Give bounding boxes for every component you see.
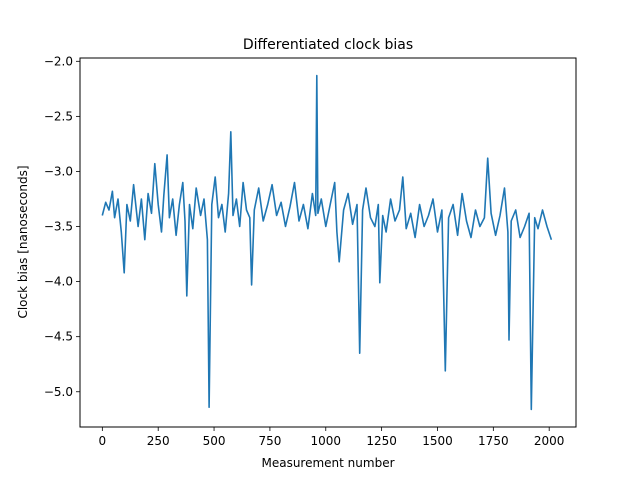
y-tick-label: −4.5 [44, 330, 73, 344]
x-tick-label: 1250 [366, 434, 397, 448]
y-tick-label: −3.5 [44, 220, 73, 234]
x-tick-label: 0 [99, 434, 107, 448]
x-tick-label: 2000 [534, 434, 565, 448]
x-axis: 0 250 500 750 1000 1250 1500 1750 2000 [99, 427, 565, 448]
y-tick-label: −4.0 [44, 275, 73, 289]
series-line [101, 74, 553, 411]
y-axis-label: Clock bias [nanoseconds] [16, 165, 30, 318]
x-tick-label: 250 [147, 434, 170, 448]
chart-title: Differentiated clock bias [243, 37, 413, 53]
y-tick-label: −2.5 [44, 109, 73, 123]
y-axis: −5.0 −4.5 −4.0 −3.5 −3.0 −2.5 −2.0 [44, 54, 80, 399]
x-tick-label: 750 [258, 434, 281, 448]
plot-frame [79, 57, 577, 428]
x-axis-label: Measurement number [261, 456, 394, 470]
x-tick-label: 1000 [310, 434, 341, 448]
x-tick-label: 1500 [422, 434, 453, 448]
y-tick-label: −2.0 [44, 54, 73, 68]
y-tick-label: −3.0 [44, 164, 73, 178]
plot-area [101, 74, 553, 411]
x-tick-label: 1750 [478, 434, 509, 448]
x-tick-label: 500 [203, 434, 226, 448]
y-tick-label: −5.0 [44, 385, 73, 399]
